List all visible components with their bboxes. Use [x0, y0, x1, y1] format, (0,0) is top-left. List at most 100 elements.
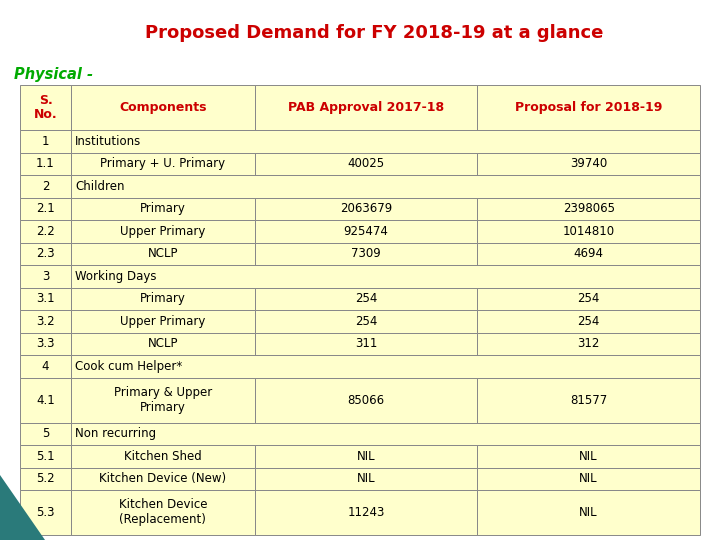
Bar	[255, 287, 477, 310]
Text: 4694: 4694	[574, 247, 603, 260]
Bar	[20, 242, 71, 265]
Text: Kitchen Shed: Kitchen Shed	[124, 450, 202, 463]
Bar	[255, 468, 477, 490]
Text: Physical -: Physical -	[14, 68, 94, 83]
Text: NIL: NIL	[580, 472, 598, 485]
Text: Proposed Demand for FY 2018-19 at a glance: Proposed Demand for FY 2018-19 at a glan…	[145, 24, 603, 42]
Bar	[20, 152, 71, 175]
Bar	[71, 175, 700, 198]
Bar	[71, 130, 700, 152]
Bar	[477, 445, 700, 468]
Text: 81577: 81577	[570, 394, 607, 407]
Text: 5.3: 5.3	[36, 506, 55, 519]
Bar	[71, 265, 700, 287]
Text: 3.2: 3.2	[36, 315, 55, 328]
Bar	[71, 310, 255, 333]
Bar	[20, 490, 71, 535]
Text: 40025: 40025	[347, 157, 384, 170]
Text: NIL: NIL	[356, 450, 375, 463]
Text: Proposal for 2018-19: Proposal for 2018-19	[515, 101, 662, 114]
Bar	[20, 333, 71, 355]
Bar	[71, 445, 255, 468]
Bar	[71, 490, 255, 535]
Text: 254: 254	[577, 315, 600, 328]
Text: 4.1: 4.1	[36, 394, 55, 407]
Text: 2398065: 2398065	[562, 202, 615, 215]
Bar	[477, 333, 700, 355]
Bar	[71, 85, 255, 130]
Bar	[255, 242, 477, 265]
Text: 3.3: 3.3	[36, 338, 55, 350]
Text: NIL: NIL	[580, 450, 598, 463]
Bar	[477, 198, 700, 220]
Text: 2.2: 2.2	[36, 225, 55, 238]
Bar	[71, 377, 255, 422]
Bar	[255, 198, 477, 220]
Bar	[71, 355, 700, 377]
Text: 5.2: 5.2	[36, 472, 55, 485]
Text: Primary & Upper
Primary: Primary & Upper Primary	[114, 386, 212, 414]
Text: 2063679: 2063679	[340, 202, 392, 215]
Bar	[20, 265, 71, 287]
Text: NCLP: NCLP	[148, 247, 178, 260]
Text: S.
No.: S. No.	[34, 93, 58, 122]
Bar	[255, 220, 477, 242]
Text: Kitchen Device (New): Kitchen Device (New)	[99, 472, 226, 485]
Text: 254: 254	[355, 292, 377, 305]
Text: 1014810: 1014810	[562, 225, 615, 238]
Bar	[71, 220, 255, 242]
Bar	[477, 310, 700, 333]
Text: 2.1: 2.1	[36, 202, 55, 215]
Bar	[71, 242, 255, 265]
Text: Cook cum Helper*: Cook cum Helper*	[75, 360, 182, 373]
Bar	[20, 422, 71, 445]
Text: 1.1: 1.1	[36, 157, 55, 170]
Bar	[477, 85, 700, 130]
Text: 7309: 7309	[351, 247, 381, 260]
Text: 5: 5	[42, 427, 49, 440]
Bar	[20, 445, 71, 468]
Text: Primary: Primary	[140, 202, 186, 215]
Bar	[255, 377, 477, 422]
Bar	[71, 333, 255, 355]
Text: 3.1: 3.1	[36, 292, 55, 305]
Bar	[20, 130, 71, 152]
Text: 312: 312	[577, 338, 600, 350]
Text: 3: 3	[42, 270, 49, 283]
Bar	[255, 490, 477, 535]
Text: 2.3: 2.3	[36, 247, 55, 260]
Bar	[20, 220, 71, 242]
Bar	[20, 310, 71, 333]
Text: 2: 2	[42, 180, 49, 193]
Bar	[255, 445, 477, 468]
Bar	[255, 310, 477, 333]
Text: Children: Children	[75, 180, 125, 193]
Bar	[477, 287, 700, 310]
Text: 1: 1	[42, 135, 49, 148]
Bar	[20, 355, 71, 377]
Text: 254: 254	[577, 292, 600, 305]
Bar	[255, 85, 477, 130]
Text: NIL: NIL	[580, 506, 598, 519]
Bar	[20, 175, 71, 198]
Text: 11243: 11243	[347, 506, 384, 519]
Text: 925474: 925474	[343, 225, 388, 238]
Text: Institutions: Institutions	[75, 135, 141, 148]
Bar	[71, 198, 255, 220]
Polygon shape	[0, 475, 45, 540]
Bar	[71, 287, 255, 310]
Text: 4: 4	[42, 360, 49, 373]
Bar	[20, 198, 71, 220]
Text: PAB Approval 2017-18: PAB Approval 2017-18	[288, 101, 444, 114]
Bar	[477, 220, 700, 242]
Text: 254: 254	[355, 315, 377, 328]
Text: Components: Components	[119, 101, 207, 114]
Text: NIL: NIL	[356, 472, 375, 485]
Text: Kitchen Device
(Replacement): Kitchen Device (Replacement)	[119, 498, 207, 526]
Text: NCLP: NCLP	[148, 338, 178, 350]
Text: Upper Primary: Upper Primary	[120, 225, 205, 238]
Text: 5.1: 5.1	[36, 450, 55, 463]
Bar	[477, 377, 700, 422]
Bar	[255, 152, 477, 175]
Text: Upper Primary: Upper Primary	[120, 315, 205, 328]
